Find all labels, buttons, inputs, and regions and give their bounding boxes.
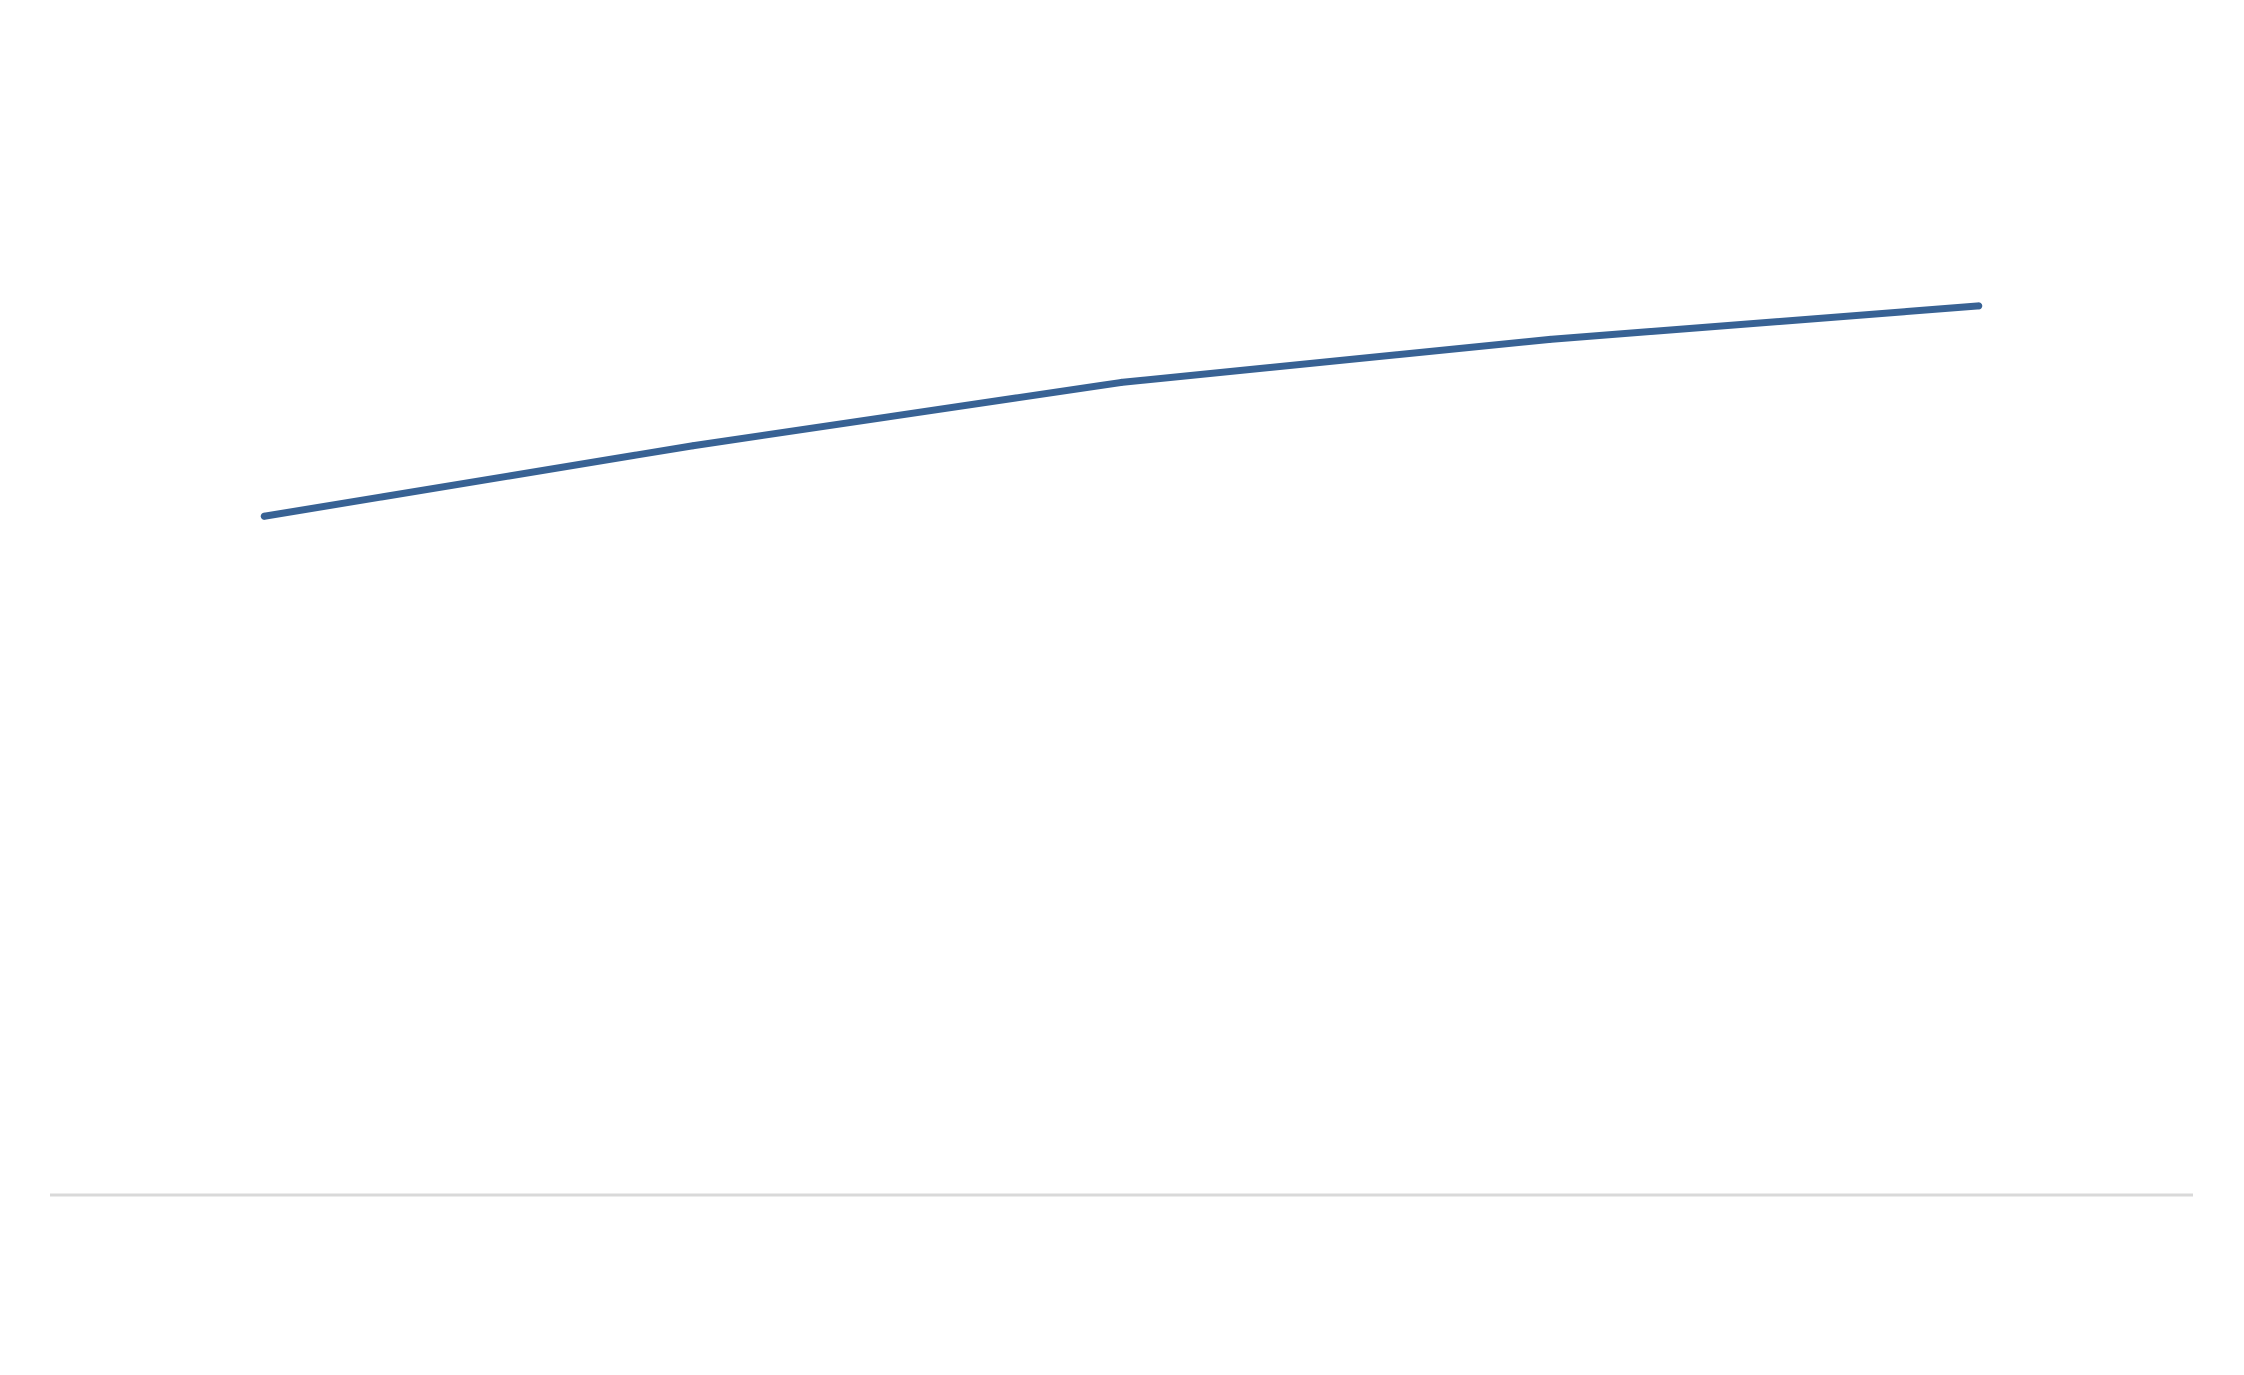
plot-area bbox=[50, 302, 2193, 1197]
data-point bbox=[1546, 335, 1554, 343]
data-point bbox=[260, 512, 268, 520]
data-point bbox=[1118, 378, 1125, 386]
data-point bbox=[689, 442, 697, 450]
data-point bbox=[1975, 302, 1983, 310]
